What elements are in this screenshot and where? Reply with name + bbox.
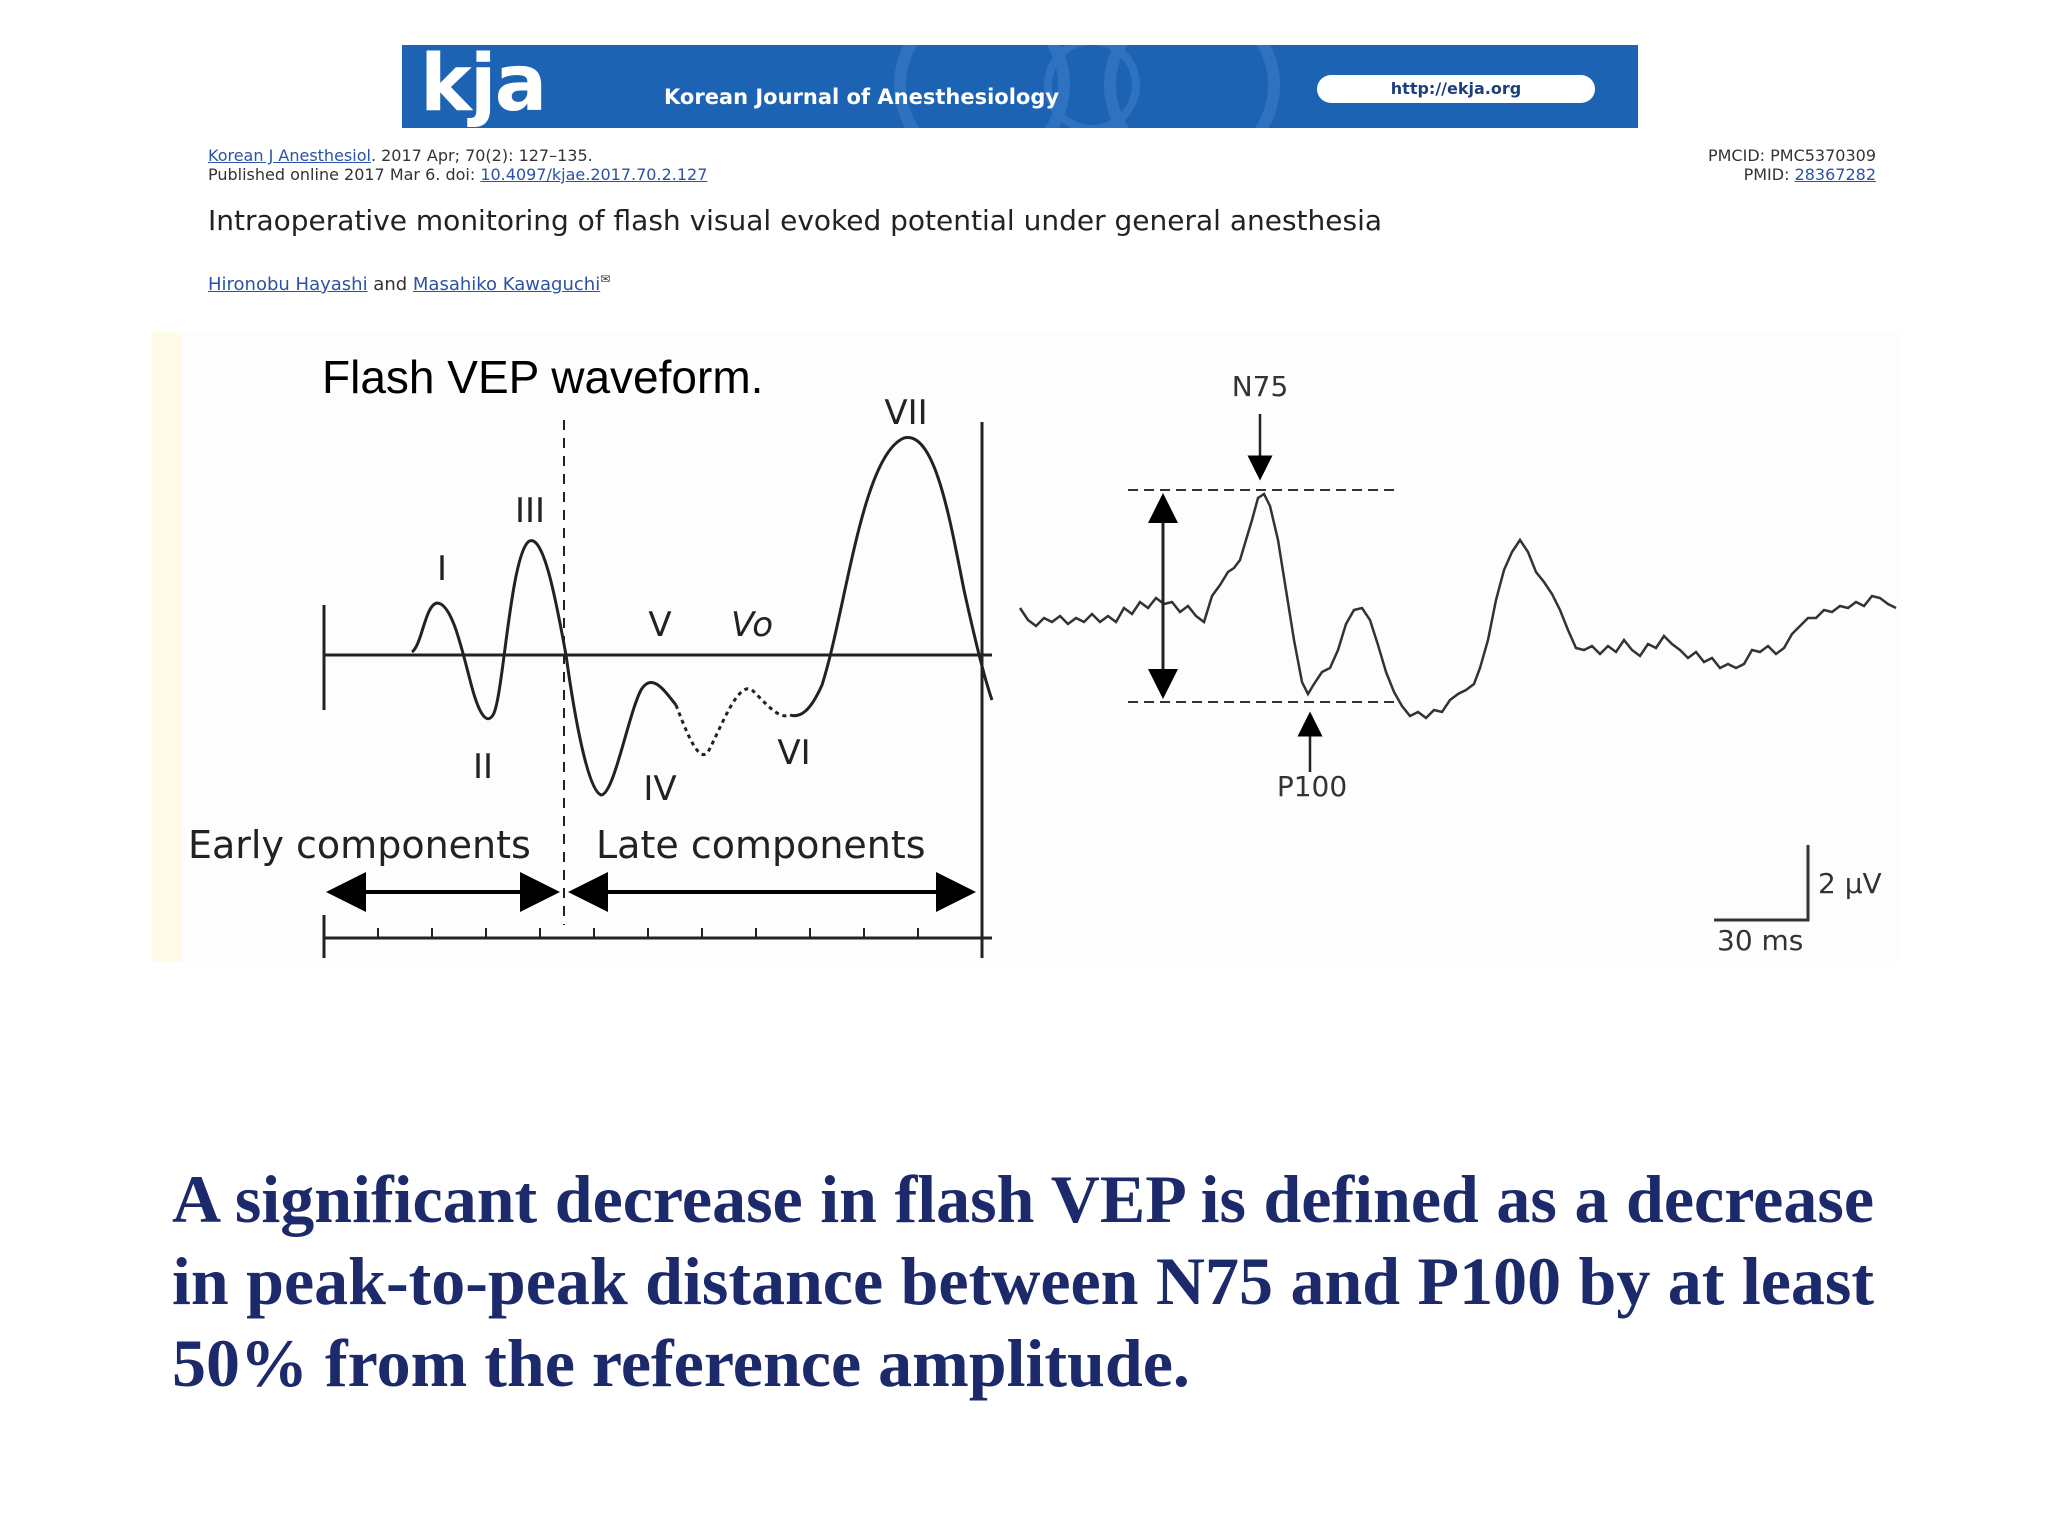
component-label: I xyxy=(437,549,447,589)
figure-caption: Flash VEP waveform. xyxy=(322,351,764,403)
author-line: Hironobu Hayashi and Masahiko Kawaguchi✉ xyxy=(208,272,610,295)
late-components-label: Late components xyxy=(596,823,926,867)
scale-bar xyxy=(1714,845,1810,922)
vo-trace-dotted xyxy=(674,687,791,756)
recorded-trace xyxy=(1018,492,1897,720)
author-link[interactable]: Hironobu Hayashi xyxy=(208,274,368,295)
early-components-label: Early components xyxy=(188,823,531,867)
summary-text: A significant decrease in flash VEP is d… xyxy=(172,1161,1874,1401)
journal-banner: kja Korean Journal of Anesthesiology htt… xyxy=(402,45,1638,128)
recorded-waveform: N75 P100 2 µV 30 ms xyxy=(1018,370,1897,957)
citation-line: Korean J Anesthesiol. 2017 Apr; 70(2): 1… xyxy=(208,146,593,165)
journal-url[interactable]: http://ekja.org xyxy=(1317,75,1595,103)
time-axis xyxy=(322,915,992,958)
article-title: Intraoperative monitoring of flash visua… xyxy=(208,204,1383,237)
component-label: VII xyxy=(884,393,927,433)
component-label: VI xyxy=(777,733,810,773)
panel-stripe xyxy=(152,332,182,962)
component-label: III xyxy=(515,491,545,531)
component-label: IV xyxy=(643,769,676,809)
component-label: II xyxy=(473,747,493,787)
component-label: V xyxy=(648,605,671,645)
pmid-line: PMID: 28367282 xyxy=(1744,165,1876,184)
seal-watermark-icon xyxy=(894,45,1280,128)
vep-trace xyxy=(410,539,678,797)
vep-trace-late xyxy=(789,436,994,718)
journal-link[interactable]: Korean J Anesthesiol xyxy=(208,146,371,165)
pmid-link[interactable]: 28367282 xyxy=(1794,165,1876,184)
n75-label: N75 xyxy=(1232,370,1289,403)
published-text: Published online 2017 Mar 6. doi: xyxy=(208,165,481,184)
component-label: Vo xyxy=(731,605,773,645)
author-separator: and xyxy=(367,274,413,295)
p100-label: P100 xyxy=(1277,770,1347,803)
pmid-label: PMID: xyxy=(1743,165,1795,184)
publication-line: Published online 2017 Mar 6. doi: 10.409… xyxy=(208,165,707,184)
citation-issue: . 2017 Apr; 70(2): 127–135. xyxy=(370,146,593,165)
journal-name: Korean Journal of Anesthesiology xyxy=(664,85,1060,109)
email-icon[interactable]: ✉ xyxy=(600,272,611,286)
doi-link[interactable]: 10.4097/kjae.2017.70.2.127 xyxy=(480,165,708,184)
journal-logo: kja xyxy=(420,45,547,128)
waveform-schematic: I II III IV V Vo VI VII Early components… xyxy=(188,393,994,958)
author-link[interactable]: Masahiko Kawaguchi xyxy=(412,274,601,295)
scale-amplitude-label: 2 µV xyxy=(1818,867,1882,900)
pmcid: PMCID: PMC5370309 xyxy=(1707,146,1876,165)
scale-time-label: 30 ms xyxy=(1717,924,1803,957)
